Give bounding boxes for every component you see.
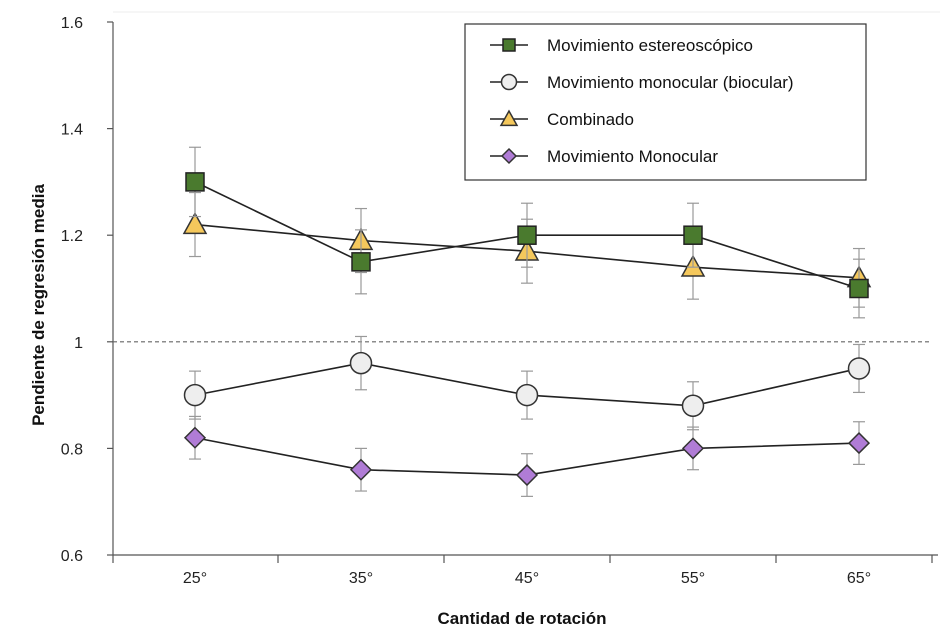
legend-marker-square bbox=[502, 38, 516, 52]
y-tick-label: 1 bbox=[74, 335, 83, 352]
data-point bbox=[182, 211, 208, 235]
y-tick-label: 1.2 bbox=[61, 228, 83, 245]
y-tick-label: 1.6 bbox=[61, 15, 83, 32]
series-circle bbox=[183, 335, 871, 431]
series-square bbox=[185, 146, 869, 319]
x-tick-label: 55° bbox=[681, 570, 705, 587]
data-point bbox=[349, 458, 373, 481]
data-point bbox=[681, 437, 705, 460]
data-point bbox=[849, 278, 869, 299]
series-diamond bbox=[183, 415, 871, 497]
x-tick-label: 65° bbox=[847, 570, 871, 587]
data-point bbox=[349, 351, 373, 375]
data-point bbox=[847, 357, 871, 380]
y-tick-label: 0.8 bbox=[61, 441, 83, 458]
x-tick-label: 35° bbox=[349, 570, 373, 587]
data-point bbox=[515, 383, 539, 407]
data-point bbox=[683, 225, 703, 245]
legend-label: Movimiento Monocular bbox=[547, 147, 718, 166]
legend-marker-circle bbox=[500, 73, 518, 91]
legend-marker-triangle bbox=[499, 109, 519, 127]
data-point bbox=[185, 172, 205, 192]
x-tick-label: 25° bbox=[183, 570, 207, 587]
x-tick-label: 45° bbox=[515, 570, 539, 587]
y-axis-title: Pendiente de regresión media bbox=[29, 184, 48, 426]
legend-label: Movimiento monocular (biocular) bbox=[547, 73, 794, 92]
y-tick-label: 0.6 bbox=[61, 548, 83, 565]
legend-label: Combinado bbox=[547, 110, 634, 129]
legend-marker-diamond bbox=[500, 147, 518, 165]
x-axis-title: Cantidad de rotación bbox=[437, 609, 606, 628]
y-tick-label: 1.4 bbox=[61, 122, 83, 139]
data-point bbox=[183, 426, 207, 449]
data-point bbox=[183, 383, 207, 407]
legend-box bbox=[464, 23, 867, 181]
data-point bbox=[847, 432, 871, 455]
axes: 0.6 0.8 1 1.2 1.4 1.6 25° 35° 45° 55° 65° bbox=[61, 11, 940, 587]
data-point bbox=[351, 252, 371, 272]
series-layer bbox=[182, 146, 872, 497]
legend-label: Movimiento estereoscópico bbox=[547, 36, 753, 55]
data-point bbox=[681, 394, 705, 418]
data-point bbox=[517, 225, 537, 245]
legend: Movimiento estereoscópico Movimiento mono… bbox=[464, 23, 867, 181]
data-point bbox=[515, 463, 539, 487]
